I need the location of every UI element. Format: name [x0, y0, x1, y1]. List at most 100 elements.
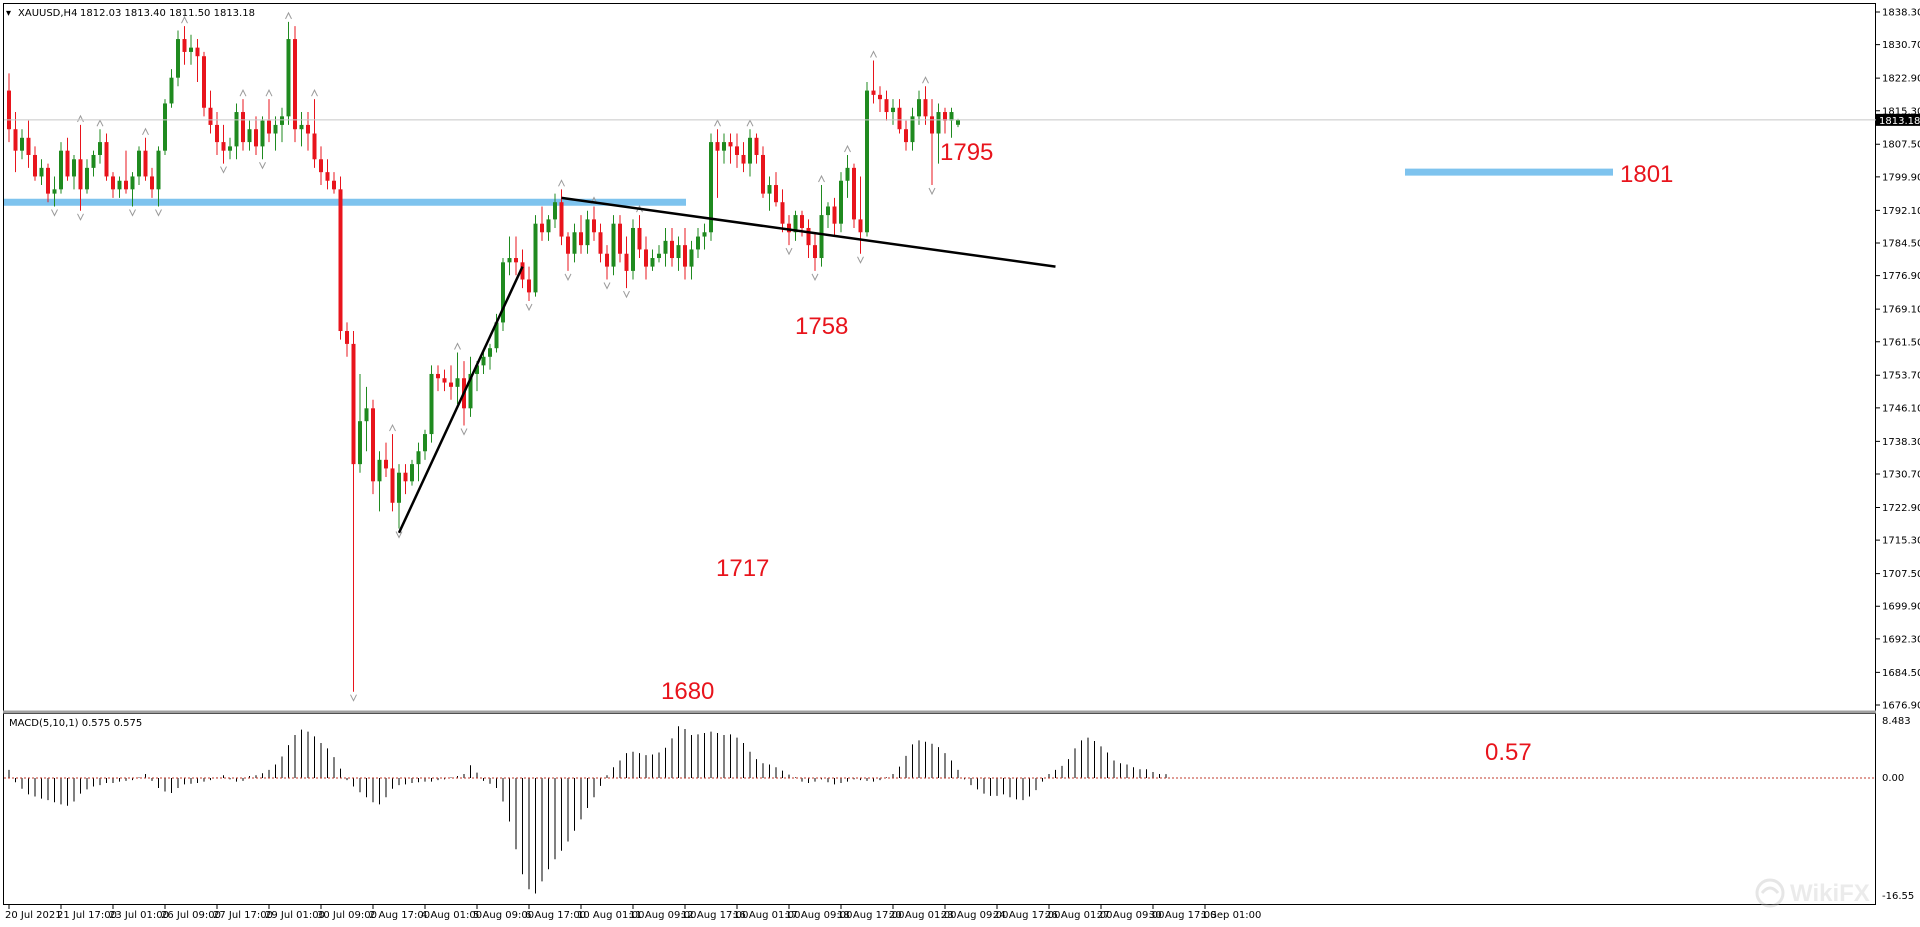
candle: [689, 240, 694, 280]
candle-body: [865, 90, 869, 233]
candle-body: [306, 124, 310, 134]
candle: [748, 129, 752, 177]
macd-scale-top: 8.483: [1882, 716, 1911, 727]
candle-body: [20, 137, 24, 151]
candle: [260, 116, 265, 160]
price-tick-label: 1684.50: [1882, 668, 1920, 679]
candle-body: [319, 159, 323, 173]
candle: [930, 99, 934, 186]
fractal-down-marker: [623, 290, 630, 299]
candle: [384, 442, 388, 478]
candle-body: [280, 116, 284, 125]
candle: [806, 219, 811, 259]
candle-body: [234, 112, 239, 147]
candle-body: [7, 90, 11, 130]
candle-body: [884, 99, 889, 113]
candle: [904, 120, 908, 151]
candle-body: [878, 94, 882, 100]
price-tick-label: 1753.70: [1882, 371, 1920, 382]
candle: [455, 352, 460, 405]
candle-body: [260, 120, 265, 147]
candle-body: [39, 167, 44, 177]
time-tick-label: 20 Aug 01:00: [889, 910, 956, 921]
fractal-down-marker: [259, 162, 266, 170]
candle: [293, 26, 297, 143]
candle-body: [169, 77, 174, 104]
candle: [189, 34, 193, 65]
annotation-1680: 1680: [661, 678, 714, 705]
candle-body: [559, 202, 564, 237]
candle-body: [390, 468, 395, 503]
candle: [858, 176, 863, 254]
annotation-1801: 1801: [1620, 161, 1673, 188]
candle-body: [579, 232, 583, 246]
time-tick-label: 10 Aug 01:00: [577, 910, 644, 921]
price-tick-label: 1830.70: [1882, 40, 1920, 51]
candle-body: [514, 258, 518, 263]
time-tick-label: 17 Aug 09:00: [785, 910, 852, 921]
candle: [442, 369, 447, 392]
price-tick-label: 1738.30: [1882, 437, 1920, 448]
candle-body: [852, 167, 856, 220]
candle-body: [85, 167, 89, 190]
candle: [234, 103, 239, 160]
candle-body: [195, 47, 200, 57]
candle: [78, 124, 83, 211]
candle: [319, 146, 323, 186]
candle-body: [683, 245, 687, 267]
menu-arrow-icon[interactable]: ▾: [6, 8, 11, 19]
candle: [72, 154, 76, 190]
candle-body: [754, 137, 759, 155]
price-tick-label: 1822.90: [1882, 74, 1920, 85]
candle: [663, 227, 668, 267]
candle-body: [637, 227, 642, 250]
candle-body: [923, 99, 928, 117]
candle: [501, 258, 505, 332]
time-tick-label: 12 Aug 17:00: [681, 910, 748, 921]
candle-body: [345, 331, 349, 344]
price-tick-label: 1722.90: [1882, 503, 1920, 514]
candle: [91, 150, 96, 177]
candle-body: [904, 129, 908, 143]
candle: [377, 451, 382, 512]
candle: [839, 172, 843, 233]
svg-text:WikiFX: WikiFX: [1790, 880, 1870, 907]
candle: [325, 159, 330, 190]
candle-body: [312, 133, 317, 160]
candle: [644, 236, 648, 280]
main-chart-frame: [3, 3, 1876, 712]
fractal-down-marker: [857, 256, 864, 264]
candle: [39, 159, 44, 186]
time-tick-label: 26 Aug 01:00: [1045, 910, 1112, 921]
candle-body: [358, 421, 362, 465]
candle: [605, 245, 609, 280]
candle-body: [221, 142, 226, 151]
candle-body: [520, 262, 525, 280]
candle: [195, 39, 200, 82]
candle: [124, 150, 128, 194]
candle: [98, 129, 102, 164]
candle: [85, 159, 89, 194]
candle-body: [709, 142, 713, 233]
price-tick-label: 1815.30: [1882, 106, 1920, 117]
candle-body: [247, 129, 252, 143]
price-tick-label: 1761.50: [1882, 337, 1920, 348]
candle-body: [650, 258, 655, 267]
candle-body: [150, 176, 154, 190]
candle: [540, 206, 544, 241]
candle: [637, 215, 642, 259]
candle-body: [442, 378, 447, 383]
candle: [715, 129, 720, 198]
annotation-1758: 1758: [795, 313, 848, 340]
candle-body: [696, 236, 700, 250]
candle-body: [663, 240, 668, 254]
candle: [832, 197, 837, 237]
candle-body: [59, 150, 63, 190]
fractal-up-marker: [265, 89, 273, 97]
candle: [709, 133, 713, 241]
candle: [754, 133, 759, 164]
candle-body: [871, 90, 876, 95]
candle: [735, 133, 739, 168]
candle: [852, 163, 856, 228]
